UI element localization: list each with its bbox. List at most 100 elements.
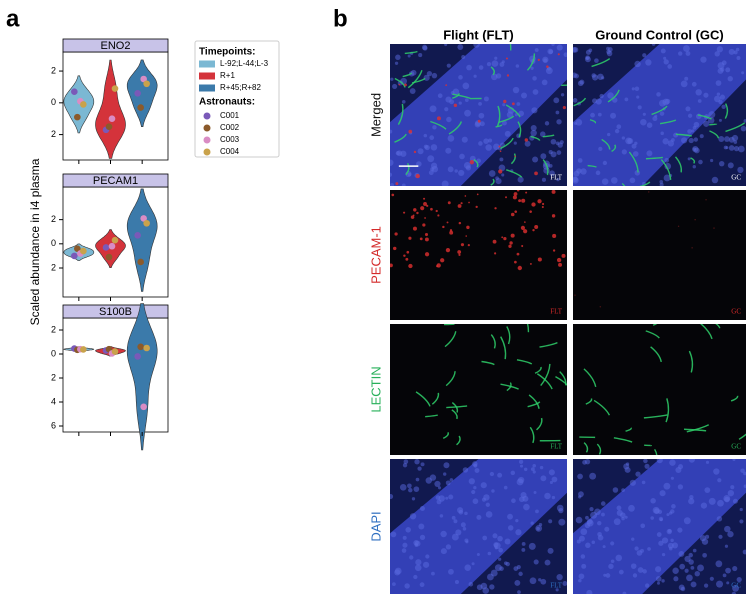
vessel — [593, 399, 611, 416]
nucleus — [549, 480, 553, 485]
nucleus — [476, 514, 482, 520]
nucleus — [518, 110, 525, 117]
pecam-speck — [442, 225, 445, 229]
nucleus — [678, 464, 684, 470]
nucleus — [478, 112, 485, 119]
nucleus — [482, 535, 488, 541]
data-point — [140, 215, 147, 222]
data-point — [140, 75, 147, 83]
pecam-speck — [503, 99, 507, 104]
nucleus — [688, 137, 694, 144]
nucleus — [448, 568, 454, 575]
micrograph: GC — [573, 459, 746, 594]
pecam-speck — [476, 193, 479, 196]
pecam-speck — [464, 195, 467, 197]
vessel — [415, 391, 431, 407]
nucleus — [431, 165, 439, 173]
vessel — [652, 324, 658, 326]
data-point — [134, 89, 141, 97]
nucleus — [680, 80, 688, 88]
pecam-speck — [460, 243, 465, 247]
nucleus — [421, 44, 428, 50]
nucleus — [394, 567, 402, 575]
nucleus — [645, 59, 652, 66]
legend-marker — [203, 136, 211, 144]
nucleus — [426, 71, 433, 77]
nucleus — [427, 155, 435, 163]
vessel — [697, 114, 712, 120]
vessel — [490, 334, 496, 349]
nucleus — [606, 49, 611, 55]
nucleus — [614, 128, 620, 134]
vessel — [596, 443, 602, 455]
nucleus — [417, 148, 424, 155]
nucleus — [390, 129, 393, 134]
pecam-speck — [499, 150, 502, 153]
nucleus — [628, 504, 635, 512]
nucleus — [530, 467, 535, 472]
vessel — [684, 428, 707, 432]
nucleus — [444, 44, 448, 47]
vessel — [542, 159, 549, 176]
nucleus — [536, 526, 540, 531]
nucleus — [600, 501, 606, 506]
nucleus — [673, 576, 679, 582]
micrograph-content: GC — [573, 459, 746, 594]
nucleus — [659, 182, 664, 186]
nucleus — [661, 552, 666, 557]
vessel — [517, 121, 522, 138]
nucleus — [658, 540, 664, 546]
nucleus — [716, 580, 724, 588]
nucleus — [573, 46, 579, 53]
nucleus — [491, 60, 499, 67]
nucleus — [530, 66, 534, 70]
nucleus — [414, 459, 420, 465]
nucleus — [390, 159, 394, 166]
nucleus — [622, 591, 627, 594]
nucleus — [575, 516, 583, 524]
nucleus — [677, 484, 684, 490]
nucleus — [574, 122, 578, 126]
nucleus — [530, 129, 537, 137]
nucleus — [642, 569, 647, 574]
image-tag: FLT — [550, 582, 563, 590]
nucleus — [519, 496, 525, 503]
vessel — [665, 398, 670, 423]
nucleus — [556, 177, 560, 182]
pecam-speck — [511, 102, 515, 106]
violin — [126, 303, 158, 451]
legend-marker — [203, 112, 211, 120]
nucleus — [624, 97, 629, 102]
nucleus — [737, 166, 744, 174]
nucleus — [573, 98, 578, 103]
nucleus — [530, 125, 537, 132]
nucleus — [418, 523, 425, 530]
nucleus — [585, 55, 590, 61]
nucleus — [625, 137, 632, 145]
vessel — [643, 414, 668, 419]
y-tick-label: 2 — [51, 65, 56, 75]
pecam-speck — [574, 294, 576, 296]
nucleus — [644, 463, 650, 469]
nucleus — [401, 548, 407, 553]
nucleus — [471, 562, 475, 566]
vessel — [430, 120, 447, 130]
nucleus — [718, 135, 725, 142]
nucleus — [711, 176, 719, 184]
nucleus — [714, 51, 720, 57]
pecam-speck — [531, 202, 536, 207]
vessel — [587, 164, 597, 168]
pecam-speck — [537, 257, 542, 262]
nucleus — [495, 73, 502, 79]
nucleus — [471, 489, 476, 495]
nucleus — [518, 571, 523, 577]
nucleus — [478, 101, 482, 106]
nucleus — [662, 98, 670, 106]
nucleus — [579, 79, 585, 85]
nucleus — [458, 75, 463, 80]
nucleus — [395, 54, 401, 61]
image-tag: FLT — [550, 174, 563, 182]
nucleus — [659, 518, 663, 522]
nucleus — [703, 583, 709, 588]
vessel — [591, 58, 611, 68]
